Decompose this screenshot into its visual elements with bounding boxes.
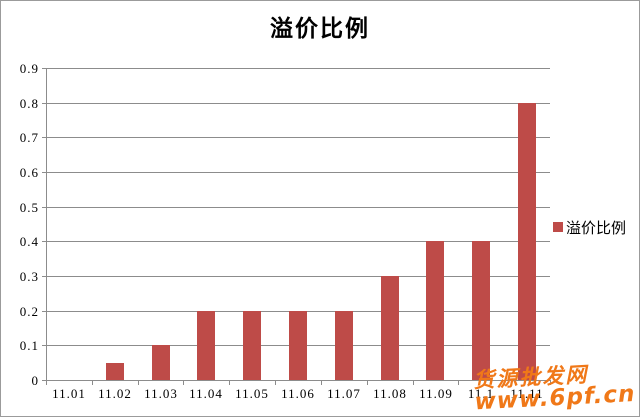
watermark-url: www.6pf.cn: [473, 381, 637, 416]
y-axis-label: 0.8: [19, 96, 39, 111]
x-axis-label: 11.08: [373, 386, 407, 401]
x-axis-label: 11.04: [189, 386, 223, 401]
y-axis-tick: [42, 311, 46, 312]
y-axis-tick: [42, 137, 46, 138]
legend-series-label: 溢价比例: [566, 220, 627, 237]
x-axis-tick: [413, 381, 414, 385]
x-axis-tick: [138, 381, 139, 385]
x-axis-tick: [46, 381, 47, 385]
y-axis-tick: [42, 207, 46, 208]
y-axis-label: 0.3: [19, 269, 39, 284]
x-axis-label: 11.03: [144, 386, 178, 401]
y-axis-tick: [42, 172, 46, 173]
y-axis-tick: [42, 380, 46, 381]
bar-11.05: [243, 311, 261, 380]
legend: 溢价比例: [553, 217, 626, 237]
x-axis-tick: [229, 381, 230, 385]
bar-11.04: [197, 311, 215, 380]
y-axis-label: 0.6: [19, 165, 39, 180]
y-axis-label: 0.1: [19, 338, 39, 353]
x-axis-tick: [321, 381, 322, 385]
bar-11.1: [472, 241, 490, 380]
gridline: [46, 241, 550, 242]
x-axis-label: 11.07: [327, 386, 361, 401]
bar-11.02: [106, 363, 124, 380]
gridline: [46, 172, 550, 173]
x-axis-tick: [92, 381, 93, 385]
y-axis-label: 0.9: [19, 61, 39, 76]
legend-swatch-icon: [553, 222, 563, 232]
gridline: [46, 137, 550, 138]
y-axis-label: 0.7: [19, 130, 39, 145]
bar-11.09: [426, 241, 444, 380]
watermark: 货源批发网 www.6pf.cn: [473, 362, 637, 416]
y-axis-label: 0: [31, 373, 39, 388]
bar-11.07: [335, 311, 353, 380]
x-axis-tick: [367, 381, 368, 385]
x-axis-label: 11.01: [52, 386, 86, 401]
x-axis-tick: [275, 381, 276, 385]
gridline: [46, 68, 550, 69]
x-axis-label: 11.09: [419, 386, 453, 401]
x-axis-label: 11.02: [98, 386, 132, 401]
x-axis-tick: [458, 381, 459, 385]
x-axis-label: 11.06: [281, 386, 315, 401]
bar-11.08: [381, 276, 399, 380]
y-axis-tick: [42, 345, 46, 346]
y-axis-tick: [42, 68, 46, 69]
y-axis-line: [46, 68, 47, 380]
gridline: [46, 276, 550, 277]
x-axis-line: [46, 380, 551, 381]
x-axis-label: 11.05: [235, 386, 269, 401]
x-axis-label: 11.11: [510, 386, 544, 401]
x-axis-tick: [183, 381, 184, 385]
gridline: [46, 207, 550, 208]
y-axis-label: 0.2: [19, 304, 39, 319]
bar-11.11: [518, 103, 536, 380]
x-axis-tick: [550, 381, 551, 385]
y-axis-label: 0.4: [19, 234, 39, 249]
y-axis-label: 0.5: [19, 200, 39, 215]
x-axis-tick: [504, 381, 505, 385]
y-axis-tick: [42, 276, 46, 277]
bar-11.03: [152, 345, 170, 380]
y-axis-tick: [42, 241, 46, 242]
y-axis-tick: [42, 103, 46, 104]
gridline: [46, 103, 550, 104]
x-axis-label: 11.1: [467, 386, 495, 401]
chart-title: 溢价比例: [270, 16, 370, 41]
bar-11.06: [289, 311, 307, 380]
